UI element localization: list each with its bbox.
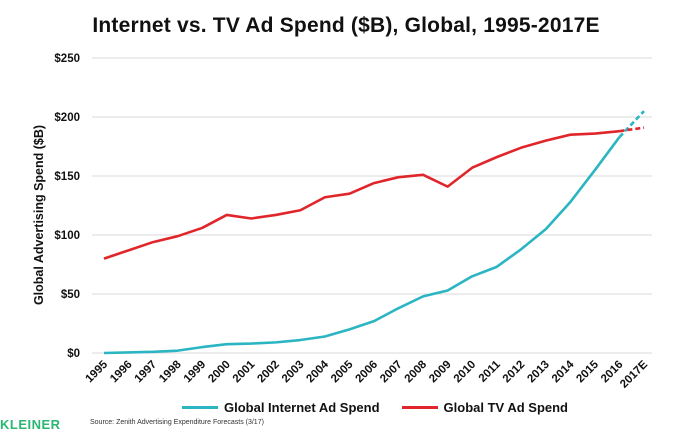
x-tick-label: 2011 [477,358,504,385]
x-tick-label: 1995 [84,358,111,385]
x-tick-label: 2002 [255,359,282,386]
x-tick-label: 2009 [427,359,454,386]
legend-label-tv: Global TV Ad Spend [443,400,568,415]
x-tick-label: 2015 [574,358,601,385]
y-tick-label: $250 [54,53,80,65]
x-tick-label: 2017E [618,358,650,390]
series-line-internet [103,136,621,355]
x-tick-label: 2003 [280,359,307,386]
legend-item-internet: Global Internet Ad Spend [182,400,380,415]
x-tick-label: 2006 [354,359,381,386]
y-tick-label: $100 [54,230,80,242]
series-projection-tv [619,126,645,133]
y-tick-label: $150 [54,171,80,183]
series-lines [103,110,645,355]
y-tick-label: $200 [54,112,80,124]
y-tick-label: $0 [67,348,80,360]
x-tick-label: 2004 [304,358,331,385]
series-line-tv [103,129,620,260]
source-note: Source: Zenith Advertising Expenditure F… [90,419,264,426]
x-tick-label: 1999 [182,359,209,386]
chart-title: Internet vs. TV Ad Spend ($B), Global, 1… [92,14,600,37]
x-tick-label: 2007 [378,359,405,386]
x-tick-label: 2005 [329,358,356,385]
legend-swatch-internet [182,406,218,409]
x-tick-label: 2001 [231,358,258,385]
series-projection-internet [618,110,645,138]
x-tick-label: 1997 [133,359,160,386]
y-axis-label: Global Advertising Spend ($B) [32,125,46,305]
x-tick-label: 2014 [550,358,577,385]
legend-swatch-tv [401,406,438,409]
y-tick-label: $50 [61,289,80,301]
x-axis-ticks: 1995199619971998199920002001200220032004… [84,358,651,390]
x-tick-label: 2008 [403,358,430,385]
x-tick-label: 2000 [206,359,233,386]
legend-label-internet: Global Internet Ad Spend [224,400,380,415]
legend: Global Internet Ad Spend Global TV Ad Sp… [182,400,568,415]
x-tick-label: 2013 [525,359,552,386]
x-tick-label: 1998 [157,358,184,385]
x-tick-label: 1996 [108,359,135,386]
legend-item-tv: Global TV Ad Spend [401,400,568,415]
x-tick-label: 2010 [452,359,479,386]
y-axis-ticks: $0 $50 $100 $150 $200 $250 [54,53,80,360]
gridlines [92,57,652,354]
x-tick-label: 2012 [501,359,528,386]
kleiner-logo: KLEINER [0,417,61,432]
